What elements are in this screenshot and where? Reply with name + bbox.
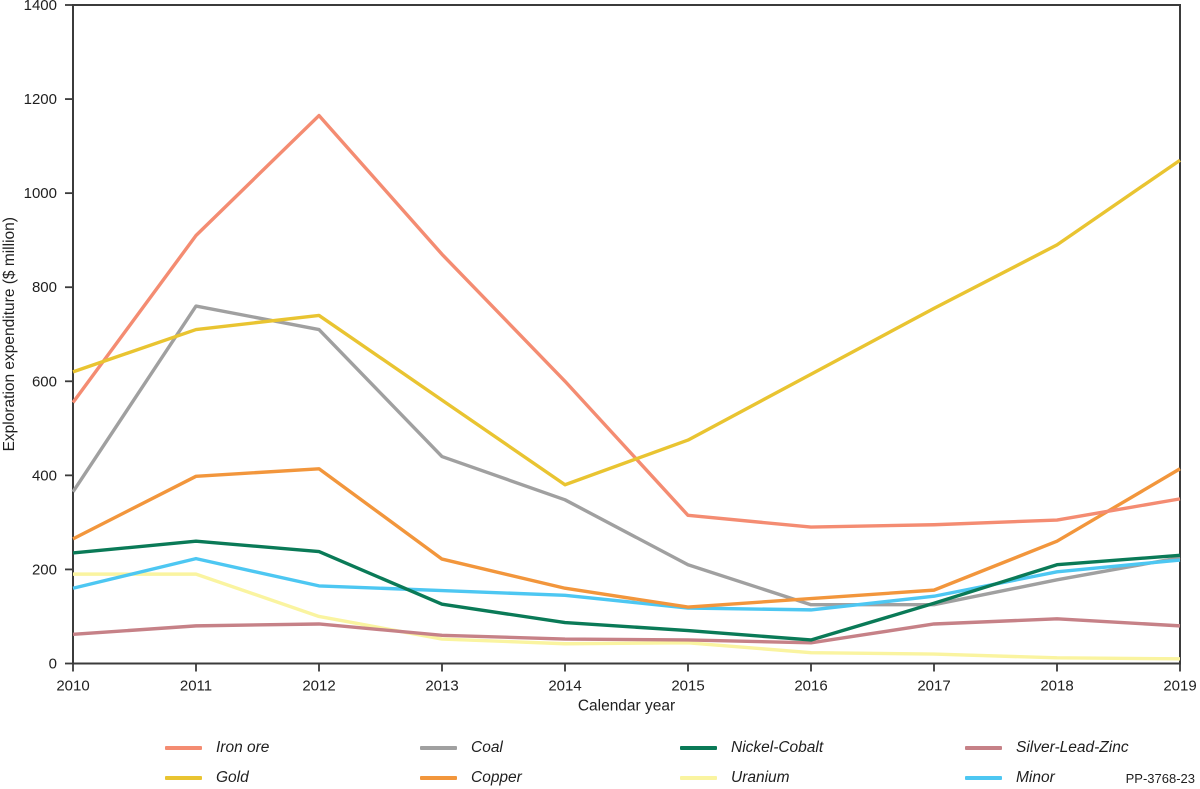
series-line-uranium (73, 572, 1181, 661)
x-tick-label: 2019 (1163, 678, 1196, 695)
series-line-silver-lead-zinc (72, 617, 1181, 645)
series-line-copper (72, 467, 1181, 609)
y-axis-title: Exploration expenditure ($ million) (1, 217, 18, 451)
legend-label: Coal (471, 739, 503, 756)
y-tick-label: 1200 (24, 91, 57, 108)
x-tick-label: 2016 (794, 678, 827, 695)
iron-ore-line-swatch (165, 746, 202, 750)
legend-label: Silver-Lead-Zinc (1016, 739, 1129, 756)
series-line-nickel-cobalt (72, 539, 1181, 642)
x-tick-label: 2014 (548, 678, 581, 695)
x-tick-label: 2017 (917, 678, 950, 695)
legend-label: Gold (216, 769, 249, 786)
x-tick-label: 2010 (56, 678, 89, 695)
exploration-expenditure-line-chart: 0 200 400 600 800 1000 1200 1400 2010 2011 2012 201… (1, 0, 1197, 715)
minor-line-swatch (965, 776, 1002, 780)
legend-label: Minor (1016, 769, 1055, 786)
series-line-iron-ore (71, 113, 1181, 529)
uranium-line-swatch (680, 776, 717, 780)
series-line-gold (72, 158, 1181, 487)
copper-line-swatch (420, 776, 457, 780)
figure-code: PP-3768-23 (1125, 771, 1195, 786)
y-tick-label: 600 (32, 373, 57, 390)
y-tick-label: 1000 (24, 185, 57, 202)
plot-border (72, 4, 1181, 665)
legend-item-minor: Minor (965, 767, 1055, 789)
legend-label: Nickel-Cobalt (731, 739, 824, 756)
legend-item-coal: Coal (420, 737, 503, 759)
gold-line-swatch (165, 776, 202, 780)
legend-item-iron-ore: Iron ore (165, 737, 269, 759)
y-tick-label: 1400 (24, 0, 57, 14)
series-line-minor (72, 556, 1181, 612)
x-tick-label: 2011 (180, 678, 212, 695)
nickel-cobalt-line-swatch (680, 746, 717, 750)
legend-item-uranium: Uranium (680, 767, 790, 789)
x-tick-label: 2012 (302, 678, 335, 695)
x-tick-label: 2015 (671, 678, 704, 695)
legend-item-copper: Copper (420, 767, 522, 789)
legend-item-silver-lead-zinc: Silver-Lead-Zinc (965, 737, 1129, 759)
x-axis-title: Calendar year (578, 698, 675, 715)
silver-lead-zinc-line-swatch (965, 746, 1002, 750)
x-tick-label: 2018 (1040, 678, 1073, 695)
legend-item-nickel-cobalt: Nickel-Cobalt (680, 737, 823, 759)
legend-label: Uranium (731, 769, 790, 786)
y-tick-label: 0 (49, 656, 57, 673)
y-tick-label: 800 (32, 279, 57, 296)
series-line-coal (71, 304, 1181, 607)
y-tick-label: 200 (32, 561, 57, 578)
legend-item-gold: Gold (165, 767, 249, 789)
legend-label: Copper (471, 769, 522, 786)
x-tick-label: 2013 (425, 678, 458, 695)
coal-line-swatch (420, 746, 457, 750)
legend-label: Iron ore (216, 739, 270, 756)
y-tick-label: 400 (32, 467, 57, 484)
